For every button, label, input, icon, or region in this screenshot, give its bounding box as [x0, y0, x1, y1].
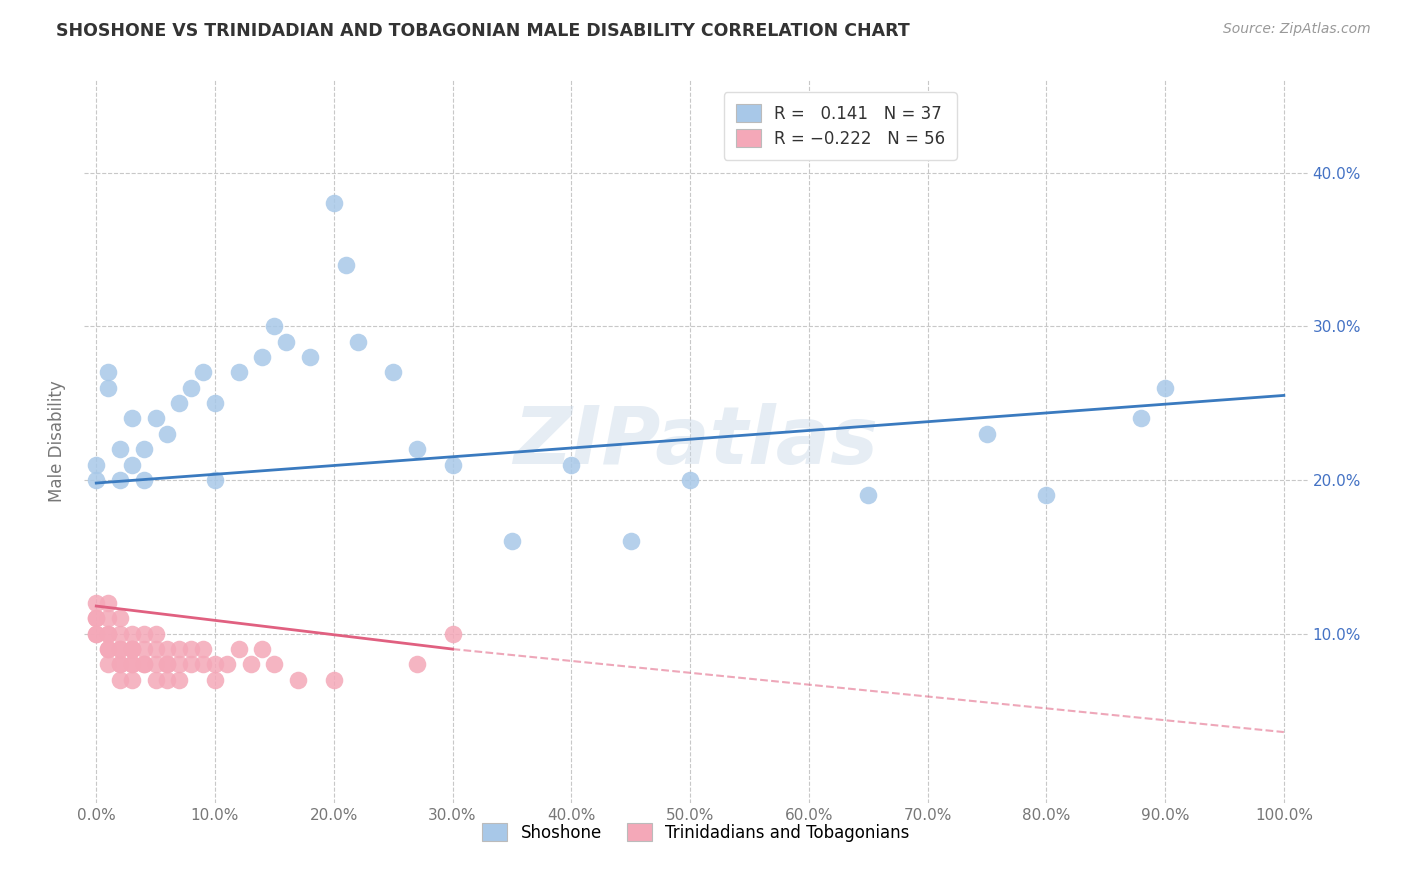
Point: [204, 396, 226, 410]
Point: [132, 642, 155, 657]
Point: [84, 458, 107, 472]
Point: [84, 611, 107, 625]
Point: [121, 411, 143, 425]
Point: [84, 626, 107, 640]
Point: [228, 365, 250, 379]
Point: [1130, 411, 1153, 425]
Point: [346, 334, 368, 349]
Point: [191, 657, 214, 672]
Point: [145, 642, 167, 657]
Point: [441, 626, 464, 640]
Point: [108, 657, 131, 672]
Point: [180, 657, 202, 672]
Point: [108, 442, 131, 457]
Y-axis label: Male Disability: Male Disability: [48, 381, 66, 502]
Point: [84, 626, 107, 640]
Point: [382, 365, 405, 379]
Point: [97, 596, 120, 610]
Point: [204, 473, 226, 487]
Point: [108, 657, 131, 672]
Point: [145, 657, 167, 672]
Point: [191, 642, 214, 657]
Point: [204, 657, 226, 672]
Point: [97, 642, 120, 657]
Point: [84, 611, 107, 625]
Point: [121, 642, 143, 657]
Point: [263, 319, 285, 334]
Point: [84, 473, 107, 487]
Point: [287, 673, 309, 687]
Point: [204, 673, 226, 687]
Point: [169, 396, 191, 410]
Point: [108, 642, 131, 657]
Point: [108, 473, 131, 487]
Point: [298, 350, 321, 364]
Point: [169, 657, 191, 672]
Point: [215, 657, 238, 672]
Point: [145, 626, 167, 640]
Point: [121, 458, 143, 472]
Point: [679, 473, 702, 487]
Point: [132, 473, 155, 487]
Point: [406, 657, 429, 672]
Point: [322, 196, 344, 211]
Point: [180, 642, 202, 657]
Point: [108, 626, 131, 640]
Point: [252, 350, 274, 364]
Point: [1154, 381, 1177, 395]
Point: [156, 642, 179, 657]
Legend: Shoshone, Trinidadians and Tobagonians: Shoshone, Trinidadians and Tobagonians: [475, 817, 917, 848]
Point: [97, 657, 120, 672]
Point: [121, 642, 143, 657]
Point: [121, 657, 143, 672]
Point: [228, 642, 250, 657]
Point: [121, 642, 143, 657]
Point: [156, 657, 179, 672]
Point: [97, 642, 120, 657]
Text: SHOSHONE VS TRINIDADIAN AND TOBAGONIAN MALE DISABILITY CORRELATION CHART: SHOSHONE VS TRINIDADIAN AND TOBAGONIAN M…: [56, 22, 910, 40]
Point: [108, 642, 131, 657]
Point: [132, 657, 155, 672]
Point: [276, 334, 298, 349]
Point: [97, 611, 120, 625]
Point: [1035, 488, 1057, 502]
Point: [97, 381, 120, 395]
Point: [169, 642, 191, 657]
Point: [322, 673, 344, 687]
Point: [132, 657, 155, 672]
Point: [180, 381, 202, 395]
Point: [108, 673, 131, 687]
Point: [856, 488, 879, 502]
Point: [335, 258, 357, 272]
Point: [156, 673, 179, 687]
Point: [145, 673, 167, 687]
Point: [501, 534, 523, 549]
Point: [239, 657, 262, 672]
Point: [441, 458, 464, 472]
Point: [97, 626, 120, 640]
Point: [156, 657, 179, 672]
Point: [191, 365, 214, 379]
Point: [976, 426, 998, 441]
Point: [97, 626, 120, 640]
Point: [145, 411, 167, 425]
Point: [620, 534, 643, 549]
Point: [108, 611, 131, 625]
Point: [97, 365, 120, 379]
Point: [156, 426, 179, 441]
Point: [132, 442, 155, 457]
Point: [406, 442, 429, 457]
Point: [169, 673, 191, 687]
Point: [252, 642, 274, 657]
Point: [263, 657, 285, 672]
Point: [121, 657, 143, 672]
Point: [84, 596, 107, 610]
Text: Source: ZipAtlas.com: Source: ZipAtlas.com: [1223, 22, 1371, 37]
Point: [121, 673, 143, 687]
Text: ZIPatlas: ZIPatlas: [513, 402, 879, 481]
Point: [560, 458, 582, 472]
Point: [121, 626, 143, 640]
Point: [132, 626, 155, 640]
